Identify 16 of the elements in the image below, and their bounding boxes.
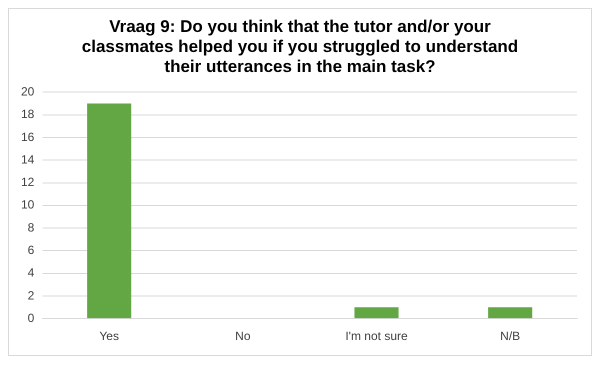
y-tick-label: 20	[20, 84, 35, 99]
y-tick-label: 12	[20, 175, 35, 190]
chart-title: Vraag 9: Do you think that the tutor and/or your classmates helped you if you struggled to understand their utterances in the main task?	[80, 17, 520, 77]
x-tick-label: No	[235, 329, 251, 344]
y-tick-label: 8	[28, 220, 35, 234]
y-tick-label: 16	[20, 130, 35, 144]
y-tick-label: 2	[28, 288, 35, 302]
x-tick-label: I'm not sure	[345, 329, 408, 344]
x-tick-label: N/B	[500, 329, 520, 344]
y-tick-label: 18	[20, 107, 35, 122]
y-tick-label: 0	[28, 310, 35, 325]
x-tick-label: Yes	[99, 329, 119, 344]
y-tick-label: 6	[28, 242, 35, 257]
y-tick-label: 10	[20, 198, 35, 212]
y-tick-label: 14	[20, 152, 35, 166]
y-tick-label: 4	[28, 266, 35, 280]
